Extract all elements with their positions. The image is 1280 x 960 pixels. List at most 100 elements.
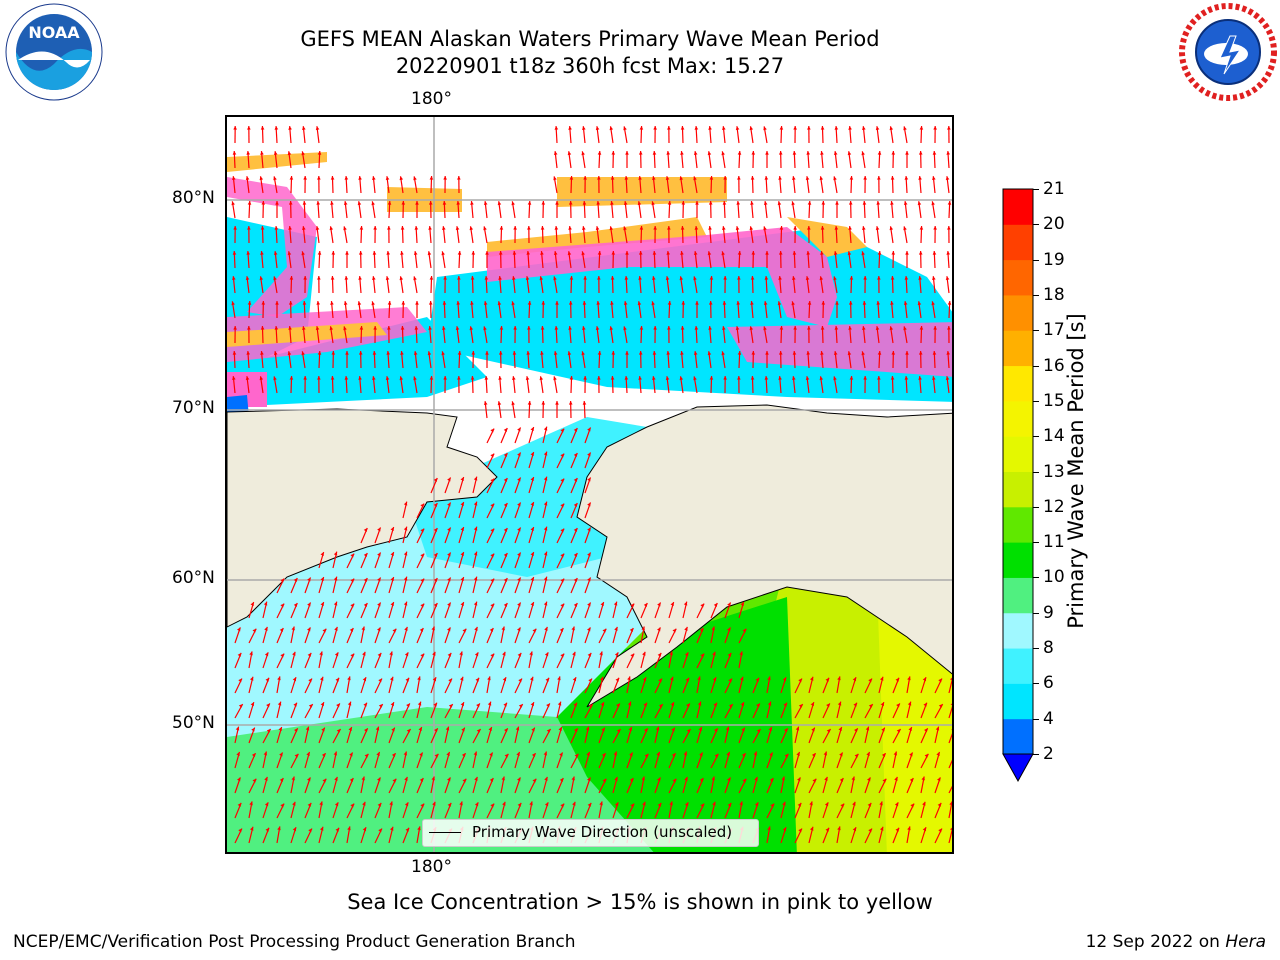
wave-arrow-head (372, 351, 377, 355)
wave-arrow-head (371, 301, 375, 306)
wave-arrow-head (517, 502, 521, 507)
wave-arrow-head (763, 126, 767, 131)
wave-arrow-head (333, 751, 338, 756)
wave-arrow-head (907, 826, 911, 831)
wave-arrow-head (400, 351, 404, 355)
wave-arrow-head (498, 251, 503, 255)
wave-arrow-head (378, 704, 383, 708)
wave-arrow-head (571, 626, 575, 631)
wave-arrow-head (329, 226, 334, 231)
wave-arrow-head (343, 326, 347, 331)
wave-arrow-head (330, 201, 334, 205)
wave-arrow-head (779, 126, 784, 130)
wave-arrow-head (924, 753, 929, 758)
wave-arrow-head (936, 751, 940, 756)
wave-arrow-head (904, 376, 909, 380)
wave-arrow-head (377, 552, 381, 557)
wave-arrow-head (893, 751, 898, 756)
colorbar-level-12-13 (1003, 471, 1033, 508)
wave-arrow-head (644, 728, 648, 733)
wave-arrow-head (483, 226, 487, 231)
wave-arrow-head (473, 601, 478, 606)
wave-arrow-head (401, 301, 406, 305)
wave-arrow-head (777, 301, 782, 306)
wave-arrow-head (400, 226, 405, 230)
wave-arrow-head (251, 727, 255, 732)
wave-arrow-head (511, 201, 515, 206)
wave-arrow-head (273, 176, 277, 181)
wave-arrow-head (947, 201, 952, 205)
wave-arrow-head (932, 151, 937, 155)
wave-arrow-head (737, 276, 741, 280)
wave-arrow-head (462, 778, 467, 783)
wave-arrow-head (447, 527, 451, 532)
wave-arrow-head (923, 702, 927, 707)
wave-arrow-head (847, 151, 852, 156)
wave-arrow-head (933, 226, 937, 230)
wave-arrow-head (573, 527, 578, 532)
wave-arrow-head (546, 703, 550, 708)
wave-arrow-head (623, 226, 627, 231)
wave-arrow-head (946, 251, 951, 255)
wave-arrow-head (460, 527, 464, 532)
wave-arrow-head (798, 828, 802, 833)
wave-arrow-head (490, 453, 495, 458)
wave-arrow-head (797, 777, 801, 782)
wave-arrow-head (419, 777, 424, 782)
wave-arrow-head (889, 326, 894, 331)
wave-arrow-head (418, 727, 422, 732)
wave-arrow-head (670, 702, 674, 707)
wave-arrow-head (517, 452, 521, 457)
wave-arrow-head (307, 577, 311, 582)
wave-arrow-head (586, 751, 590, 756)
wave-arrow-head (820, 126, 825, 130)
wave-arrow-head (599, 801, 603, 806)
wave-arrow-head (377, 602, 381, 607)
lon-label-top: 180° (411, 89, 452, 109)
wave-arrow-head (735, 326, 740, 331)
wave-arrow-head (266, 728, 271, 733)
lat-label-60: 60°N (172, 568, 215, 588)
wave-arrow-head (417, 826, 421, 831)
wave-arrow-head (307, 777, 311, 782)
wave-arrow-head (905, 251, 909, 255)
wave-arrow-head (708, 326, 712, 330)
wave-arrow-head (793, 226, 797, 230)
wave-arrow-head (511, 401, 515, 406)
wave-arrow-head (293, 702, 297, 707)
wave-arrow-head (502, 651, 506, 656)
wave-arrow-head (315, 326, 320, 331)
wave-arrow-head (280, 653, 285, 658)
wave-arrow-head (572, 801, 576, 806)
wave-arrow-head (670, 602, 674, 607)
wave-arrow-head (778, 276, 782, 280)
wave-arrow-head (264, 626, 268, 631)
wave-arrow-head (420, 603, 425, 608)
wave-arrow-head (739, 651, 743, 656)
wave-arrow-head (727, 652, 732, 657)
wave-arrow-head (795, 726, 800, 731)
wave-arrow-head (907, 676, 911, 681)
wave-arrow-head (317, 351, 322, 355)
wave-arrow-head (489, 627, 494, 632)
wave-arrow-head (921, 776, 925, 781)
wave-arrow-head (853, 702, 857, 707)
wave-arrow-head (582, 126, 586, 130)
wave-arrow-head (555, 201, 559, 205)
wave-arrow-head (693, 251, 698, 255)
wave-arrow-head (344, 176, 349, 180)
wave-arrow-head (333, 576, 338, 581)
wave-arrow-head (637, 301, 642, 306)
wave-arrow-head (387, 326, 391, 330)
wave-arrow-head (503, 577, 508, 582)
wave-arrow-head (807, 226, 811, 230)
wave-arrow-head (238, 678, 242, 683)
wave-arrow-head (755, 677, 759, 682)
wave-arrow-head (825, 827, 829, 832)
wave-arrow-head (457, 376, 461, 380)
wave-arrow-head (750, 376, 755, 380)
wave-arrow-head (684, 776, 688, 781)
wave-arrow-head (610, 201, 614, 205)
wave-arrow-head (526, 351, 531, 355)
wave-arrow-head (937, 802, 942, 807)
